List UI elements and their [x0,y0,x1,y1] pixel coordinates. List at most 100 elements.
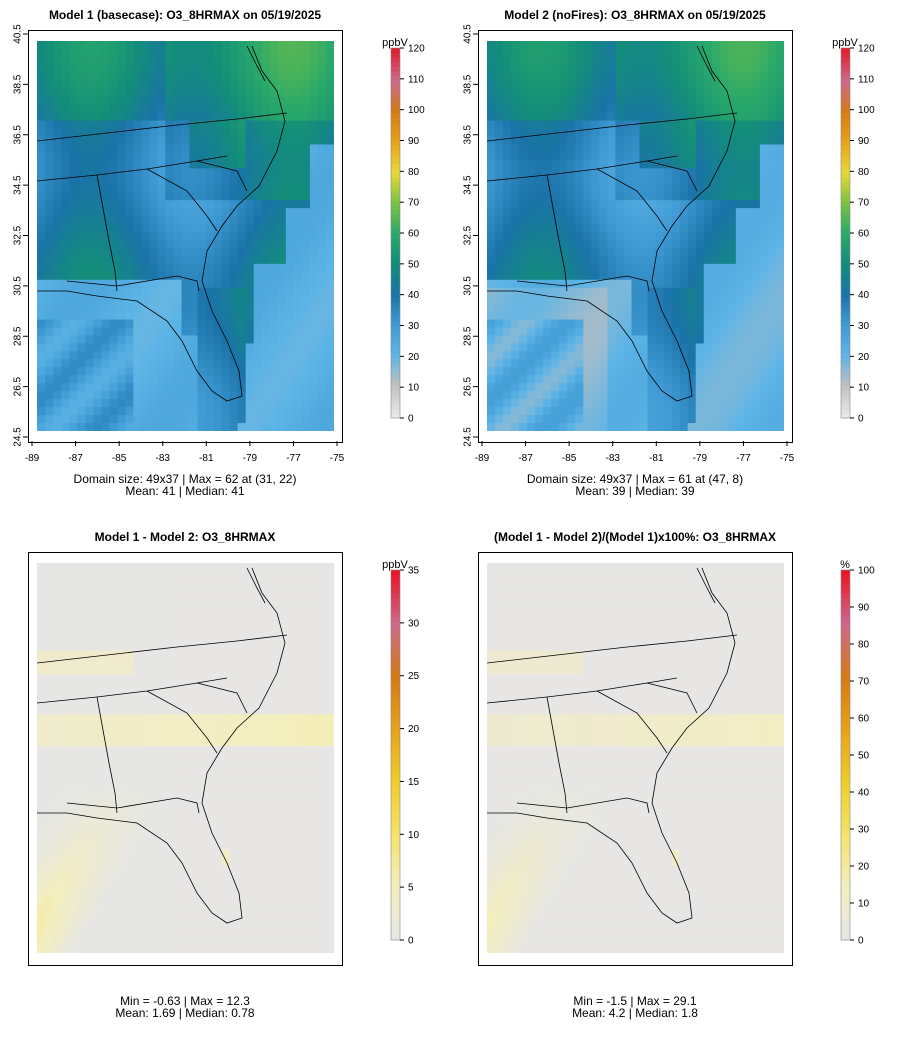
grid-cell [37,730,46,739]
grid-cell [527,415,536,424]
grid-cell [117,594,126,604]
grid-cell [775,255,784,265]
grid-cell [583,311,592,321]
grid-cell [189,80,199,90]
grid-cell [101,690,110,699]
grid-cell [261,343,271,353]
grid-cell [213,88,223,98]
grid-cell [679,375,689,384]
grid-cell [639,64,649,74]
grid-cell [69,407,78,416]
grid-cell [317,271,327,281]
grid-cell [591,239,600,249]
grid-cell [559,399,568,408]
colorbar-tick-label: 40 [858,290,870,301]
grid-cell [293,96,303,106]
grid-cell [759,391,769,400]
grid-cell [269,96,279,106]
grid-cell [559,41,568,50]
grid-cell [719,255,729,265]
grid-cell [221,327,231,337]
grid-cell [181,120,191,130]
grid-cell [727,184,737,193]
grid-cell [727,208,737,217]
grid-cell [663,96,673,106]
grid-cell [221,343,231,353]
grid-cell [277,160,287,169]
grid-cell [165,112,175,122]
grid-cell [535,311,544,321]
grid-cell [559,152,568,161]
grid-cell [655,375,665,384]
grid-cell [261,96,271,106]
grid-cell [117,578,126,588]
grid-cell [543,255,552,265]
grid-cell [567,56,576,66]
grid-cell [719,327,729,337]
grid-cell [45,319,54,329]
grid-cell [631,423,641,431]
grid-cell [45,746,54,755]
grid-cell [269,642,279,652]
grid-cell [695,343,705,353]
grid-cell [727,319,737,329]
grid-cell [269,184,279,193]
grid-cell [575,200,584,209]
grid-cell [61,64,70,74]
grid-cell [277,343,287,353]
grid-cell [735,64,745,74]
grid-cell [221,247,231,257]
grid-cell [687,104,697,114]
grid-cell [181,722,191,731]
grid-cell [559,383,568,392]
grid-cell [141,399,150,408]
colorbar-segment [841,256,850,262]
grid-cell [157,761,167,771]
grid-cell [53,594,62,604]
grid-cell [495,152,504,161]
grid-cell [93,311,102,321]
grid-cell [157,777,167,787]
grid-cell [69,327,78,337]
grid-cell [109,96,118,106]
grid-cell [727,415,737,424]
grid-cell [173,738,183,747]
grid-cell [583,41,592,50]
grid-cell [543,112,552,122]
grid-cell [205,650,215,660]
grid-cell [519,200,528,209]
grid-cell [125,415,134,424]
grid-cell [775,271,784,281]
grid-cell [157,698,167,707]
grid-cell [197,263,207,273]
grid-cell [325,666,334,676]
grid-cell [615,216,625,225]
grid-cell [165,239,175,249]
grid-cell [535,423,544,431]
grid-cell [695,295,705,305]
grid-cell [245,88,255,98]
grid-cell [93,785,102,795]
grid-cell [53,104,62,114]
x-tick-label: -81 [649,453,664,464]
grid-cell [261,56,271,66]
grid-cell [575,80,584,90]
grid-cell [567,80,576,90]
grid-cell [61,216,70,225]
grid-cell [309,423,319,431]
grid-cell [607,96,617,106]
grid-cell [101,287,110,297]
grid-cell [261,216,271,225]
grid-cell [165,610,175,620]
grid-cell [775,247,784,257]
grid-cell [253,415,263,424]
grid-cell [583,303,592,313]
grid-cell [213,407,223,416]
grid-cell [719,144,729,154]
map-heatmap [37,563,334,953]
grid-cell [663,415,673,424]
grid-cell [61,104,70,114]
grid-cell [229,255,239,265]
grid-cell [309,666,319,676]
grid-cell [173,128,183,138]
